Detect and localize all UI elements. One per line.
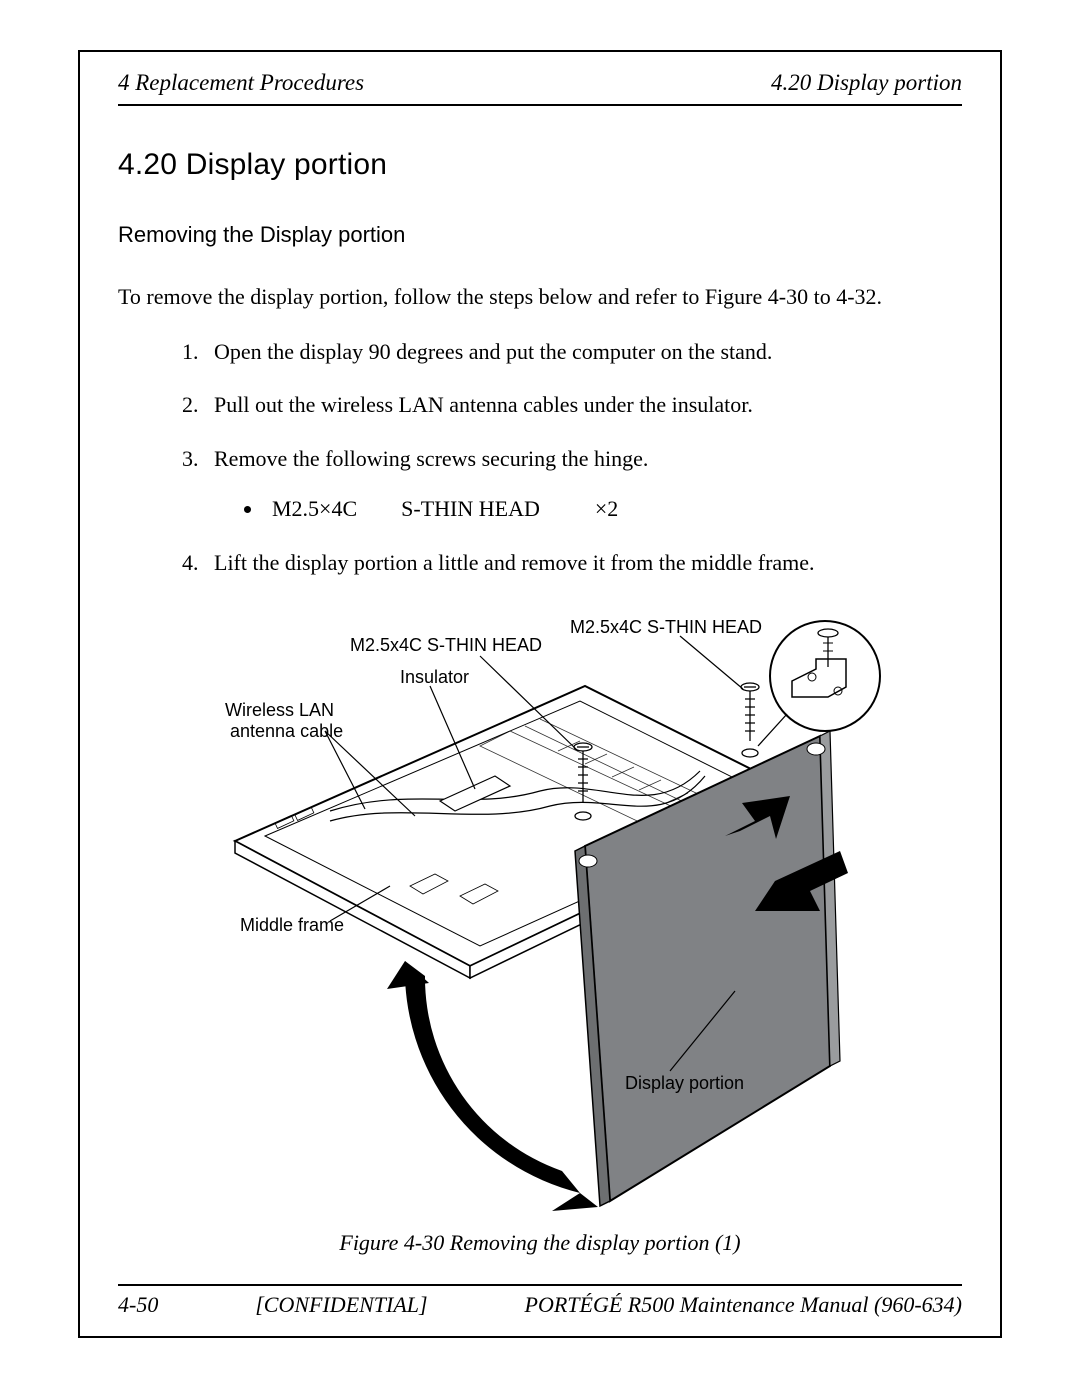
footer-doc: PORTÉGÉ R500 Maintenance Manual (960-634…: [525, 1292, 962, 1318]
figure-4-30: M2.5x4C S-THIN HEAD M2.5x4C S-THIN HEAD …: [118, 611, 962, 1264]
screw-right: [741, 683, 759, 757]
footer-page: 4-50: [118, 1292, 158, 1318]
intro-paragraph: To remove the display portion, follow th…: [118, 282, 962, 313]
section-title: 4.20 Display portion: [118, 148, 962, 182]
running-footer: 4-50 [CONFIDENTIAL] PORTÉGÉ R500 Mainten…: [118, 1286, 962, 1318]
page-frame: 4 Replacement Procedures 4.20 Display po…: [78, 50, 1002, 1338]
step-4: Lift the display portion a little and re…: [204, 548, 962, 578]
rotation-arrow: [387, 961, 598, 1211]
callout-middle-frame: Middle frame: [240, 915, 344, 935]
step-1: Open the display 90 degrees and put the …: [204, 337, 962, 367]
callout-wlan-1: Wireless LAN: [225, 700, 334, 720]
callout-wlan-2: antenna cable: [230, 721, 343, 741]
diagram-svg: M2.5x4C S-THIN HEAD M2.5x4C S-THIN HEAD …: [180, 611, 900, 1211]
screw-spec: M2.5×4C S-THIN HEAD ×2: [264, 494, 962, 524]
callout-insulator: Insulator: [400, 667, 469, 687]
header-right: 4.20 Display portion: [771, 70, 962, 96]
header-rule: [118, 104, 962, 106]
callout-screw-right: M2.5x4C S-THIN HEAD: [570, 617, 762, 637]
detail-inset: [758, 621, 880, 746]
figure-caption: Figure 4-30 Removing the display portion…: [118, 1230, 962, 1256]
step-2: Pull out the wireless LAN antenna cables…: [204, 390, 962, 420]
steps-list: Open the display 90 degrees and put the …: [204, 337, 962, 601]
screw-spec-list: M2.5×4C S-THIN HEAD ×2: [264, 494, 962, 524]
callout-display: Display portion: [625, 1073, 744, 1093]
subheading: Removing the Display portion: [118, 222, 962, 248]
footer-classification: [CONFIDENTIAL]: [255, 1292, 427, 1318]
step-3: Remove the following screws securing the…: [204, 444, 962, 523]
callout-screw-left: M2.5x4C S-THIN HEAD: [350, 635, 542, 655]
header-left: 4 Replacement Procedures: [118, 70, 364, 96]
running-header: 4 Replacement Procedures 4.20 Display po…: [118, 70, 962, 102]
